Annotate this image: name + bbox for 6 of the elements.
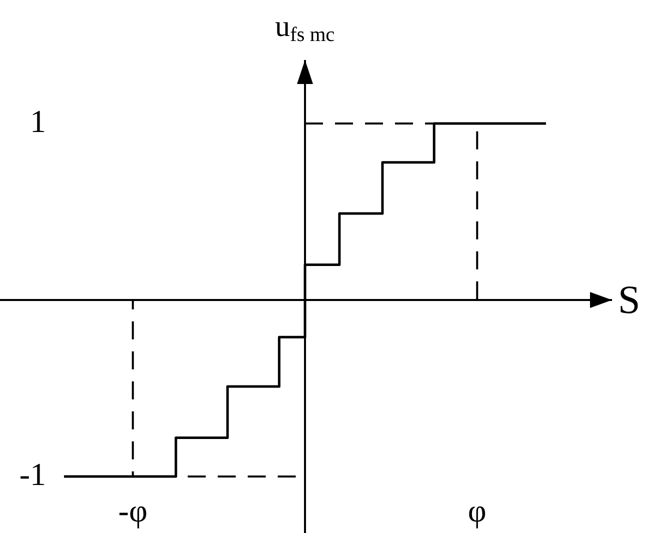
y-tick-label: 1: [30, 102, 46, 139]
y-axis-title: u$_{fs mc}$: [275, 10, 335, 46]
x-axis-title: S: [618, 277, 640, 322]
x-tick-label: φ: [468, 492, 486, 528]
x-tick-label: -φ: [118, 492, 148, 528]
y-tick-label: -1: [19, 456, 46, 492]
